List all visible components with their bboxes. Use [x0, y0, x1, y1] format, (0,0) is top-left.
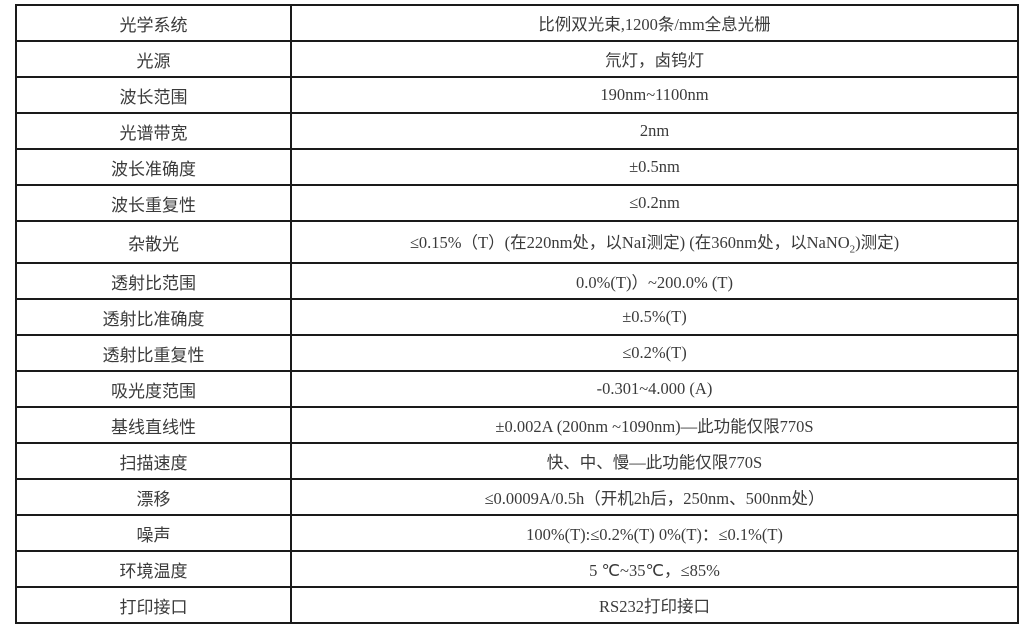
spec-value-text: 2nm [639, 121, 670, 140]
spec-value-text: ≤0.2nm [629, 193, 680, 212]
spec-label: 打印接口 [15, 586, 292, 624]
spec-value: ≤0.0009A/0.5h（开机2h后，250nm、500nm处） [290, 478, 1019, 516]
spec-value: 5 ℃~35℃，≤85% [290, 550, 1019, 588]
spec-value: 快、中、慢—此功能仅限770S [290, 442, 1019, 480]
spec-value: 190nm~1100nm [290, 76, 1019, 114]
spec-value: ±0.5%(T) [290, 298, 1019, 336]
spec-label: 扫描速度 [15, 442, 292, 480]
table-row: 透射比范围 0.0%(T)）~200.0% (T) [15, 262, 1019, 300]
spec-value-text: RS232打印接口 [599, 597, 710, 616]
table-row: 光学系统 比例双光束,1200条/mm全息光栅 [15, 4, 1019, 42]
spec-value: 比例双光束,1200条/mm全息光栅 [290, 4, 1019, 42]
spec-label: 环境温度 [15, 550, 292, 588]
spec-value: ≤0.2%(T) [290, 334, 1019, 372]
spec-value: ±0.5nm [290, 148, 1019, 186]
table-row: 扫描速度 快、中、慢—此功能仅限770S [15, 442, 1019, 480]
spec-value: -0.301~4.000 (A) [290, 370, 1019, 408]
spec-label: 波长重复性 [15, 184, 292, 222]
spec-value-text: 0.0%(T)）~200.0% (T) [576, 273, 733, 292]
spec-label: 波长范围 [15, 76, 292, 114]
spec-value: ±0.002A (200nm ~1090nm)—此功能仅限770S [290, 406, 1019, 444]
spec-value-text: ≤0.15%（T）(在220nm处，以NaI测定) (在360nm处，以NaNO [409, 232, 850, 252]
spec-label: 噪声 [15, 514, 292, 552]
spec-value-text: -0.301~4.000 (A) [596, 379, 713, 398]
spec-label: 波长准确度 [15, 148, 292, 186]
spec-label: 透射比重复性 [15, 334, 292, 372]
spec-label: 基线直线性 [15, 406, 292, 444]
spec-label: 杂散光 [15, 220, 292, 264]
spec-value-text: 氘灯，卤钨灯 [605, 51, 704, 70]
subscript: 2 [849, 243, 856, 256]
spec-value: 100%(T):≤0.2%(T) 0%(T)：≤0.1%(T) [290, 514, 1019, 552]
table-row: 基线直线性 ±0.002A (200nm ~1090nm)—此功能仅限770S [15, 406, 1019, 444]
spec-value-text: 100%(T):≤0.2%(T) 0%(T)：≤0.1%(T) [526, 525, 783, 544]
spec-value-text: 比例双光束,1200条/mm全息光栅 [538, 15, 771, 34]
spec-label: 光谱带宽 [15, 112, 292, 150]
spec-value-text: ±0.5%(T) [622, 307, 687, 326]
table-row: 噪声 100%(T):≤0.2%(T) 0%(T)：≤0.1%(T) [15, 514, 1019, 552]
spec-value: 氘灯，卤钨灯 [290, 40, 1019, 78]
table-row: 吸光度范围 -0.301~4.000 (A) [15, 370, 1019, 408]
table-row: 波长准确度 ±0.5nm [15, 148, 1019, 186]
spec-value: ≤0.15%（T）(在220nm处，以NaI测定) (在360nm处，以NaNO… [290, 220, 1019, 264]
spec-label: 光源 [15, 40, 292, 78]
table-row: 环境温度 5 ℃~35℃，≤85% [15, 550, 1019, 588]
spec-label: 光学系统 [15, 4, 292, 42]
table-row: 透射比重复性 ≤0.2%(T) [15, 334, 1019, 372]
spec-value: RS232打印接口 [290, 586, 1019, 624]
spec-value: 0.0%(T)）~200.0% (T) [290, 262, 1019, 300]
table-row: 波长重复性 ≤0.2nm [15, 184, 1019, 222]
spec-value-text: ±0.002A (200nm ~1090nm)—此功能仅限770S [495, 417, 814, 436]
spec-value-text: ≤0.0009A/0.5h（开机2h后，250nm、500nm处） [484, 489, 825, 508]
table-row: 透射比准确度 ±0.5%(T) [15, 298, 1019, 336]
table-row: 光源 氘灯，卤钨灯 [15, 40, 1019, 78]
spec-value-text: 5 ℃~35℃，≤85% [589, 561, 720, 580]
spec-value-text: ≤0.2%(T) [622, 343, 687, 362]
spec-label: 吸光度范围 [15, 370, 292, 408]
table-row: 光谱带宽 2nm [15, 112, 1019, 150]
spec-value-text: 快、中、慢—此功能仅限770S [546, 453, 763, 472]
table-row: 打印接口 RS232打印接口 [15, 586, 1019, 624]
spec-value: ≤0.2nm [290, 184, 1019, 222]
spec-label: 透射比准确度 [15, 298, 292, 336]
spec-label: 漂移 [15, 478, 292, 516]
table-row: 波长范围 190nm~1100nm [15, 76, 1019, 114]
spec-value-text: 190nm~1100nm [600, 85, 709, 104]
spec-label: 透射比范围 [15, 262, 292, 300]
spec-value-tail: )测定) [855, 232, 900, 252]
spec-table: 光学系统 比例双光束,1200条/mm全息光栅光源 氘灯，卤钨灯波长范围 190nm~… [15, 4, 1019, 624]
spec-value-text: ±0.5nm [629, 157, 680, 176]
table-row: 杂散光 ≤0.15%（T）(在220nm处，以NaI测定) (在360nm处，以N… [15, 220, 1019, 264]
table-row: 漂移 ≤0.0009A/0.5h（开机2h后，250nm、500nm处） [15, 478, 1019, 516]
spec-value: 2nm [290, 112, 1019, 150]
